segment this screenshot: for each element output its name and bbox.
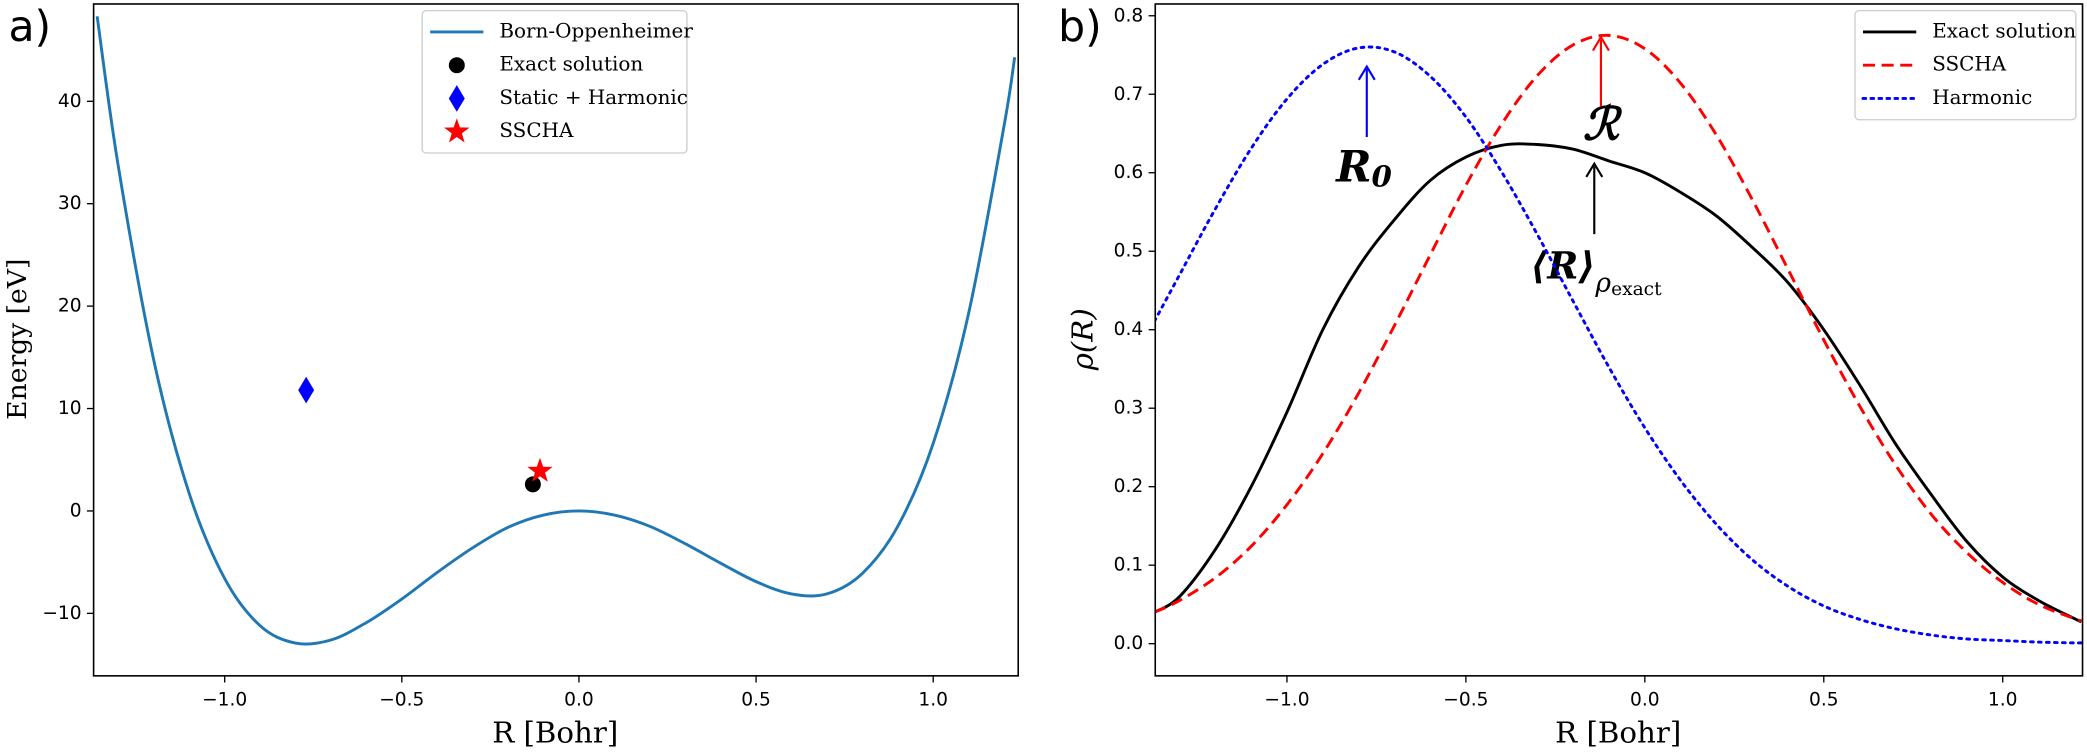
x-tick-label: −1.0 [1264, 689, 1309, 710]
y-tick-label: 0.4 [1114, 319, 1144, 340]
legend-label: SSCHA [499, 118, 574, 142]
y-tick-label: 0.7 [1114, 84, 1144, 105]
y-tick-label: 30 [58, 193, 82, 214]
y-axis-label: Energy [eV] [2, 259, 33, 420]
x-axis-label: R [Bohr] [492, 715, 618, 749]
plot-area [95, 16, 1017, 646]
x-tick-label: −1.0 [202, 689, 247, 710]
y-tick-label: 0.8 [1114, 5, 1144, 26]
legend-label: Harmonic [1932, 85, 2032, 109]
annotation: ℛ [1583, 97, 1623, 150]
marker [298, 376, 315, 404]
annotation-subscript: ρ [1594, 268, 1611, 299]
axes-frame [92, 3, 1020, 677]
y-axis-label: ρ(R) [1066, 308, 1100, 371]
annotation-arrows [1357, 35, 1610, 235]
y-tick-label: 0.2 [1114, 476, 1144, 497]
y-tick-label: 0.3 [1114, 398, 1144, 419]
x-tick-label: 0.5 [741, 689, 771, 710]
annotation-text: R [1335, 142, 1371, 192]
legend-label: Born-Oppenheimer [499, 18, 693, 42]
x-axis-label: R [Bohr] [1555, 715, 1681, 749]
x-tick-label: −0.5 [379, 689, 424, 710]
x-tick-label: 0.5 [1809, 689, 1839, 710]
y-tick-label: 0.6 [1114, 162, 1144, 183]
y-tick-label: 0.5 [1114, 241, 1144, 262]
x-tick-label: 0.0 [564, 689, 594, 710]
y-tick-label: 10 [58, 398, 82, 419]
arrow-head [1585, 161, 1604, 178]
panel-label: a) [8, 2, 51, 52]
legend-label: Exact solution [1932, 18, 2076, 42]
plot-area [1155, 33, 2083, 645]
x-tick-label: 0.0 [1630, 689, 1660, 710]
axes-frame [1154, 3, 2084, 677]
legend-box [421, 9, 688, 154]
data-line [95, 16, 1017, 646]
annotation-subsubscript: exact [1611, 279, 1662, 300]
x-tick-label: −0.5 [1443, 689, 1488, 710]
marker [527, 457, 553, 482]
legend-box [1854, 9, 2077, 121]
data-line [1155, 33, 2082, 623]
y-tick-label: 0.1 [1114, 555, 1144, 576]
y-tick-label: −10 [42, 603, 81, 624]
annotation-subscript: 0 [1372, 159, 1393, 193]
annotation: ⟨R⟩ρexact [1530, 243, 1662, 300]
y-tick-label: 0.0 [1114, 633, 1144, 654]
legend-label: Static + Harmonic [499, 85, 688, 109]
data-line [1155, 142, 2083, 624]
annotation-text: ℛ [1583, 97, 1623, 150]
annotation: R0 [1335, 142, 1392, 193]
y-tick-label: 0 [70, 500, 82, 521]
legend-label: Exact solution [499, 52, 643, 76]
arrow-head [1357, 64, 1376, 81]
arrow-head [1592, 35, 1610, 52]
y-tick-label: 20 [58, 296, 82, 317]
legend-marker [444, 118, 470, 143]
data-line [1155, 45, 2083, 645]
legend-label: SSCHA [1932, 52, 2007, 76]
y-tick-label: 40 [58, 91, 82, 112]
marker [524, 476, 541, 493]
x-tick-label: 1.0 [1988, 689, 2018, 710]
legend-marker [448, 57, 465, 74]
x-tick-label: 1.0 [918, 689, 948, 710]
panel-label: b) [1058, 2, 1102, 52]
